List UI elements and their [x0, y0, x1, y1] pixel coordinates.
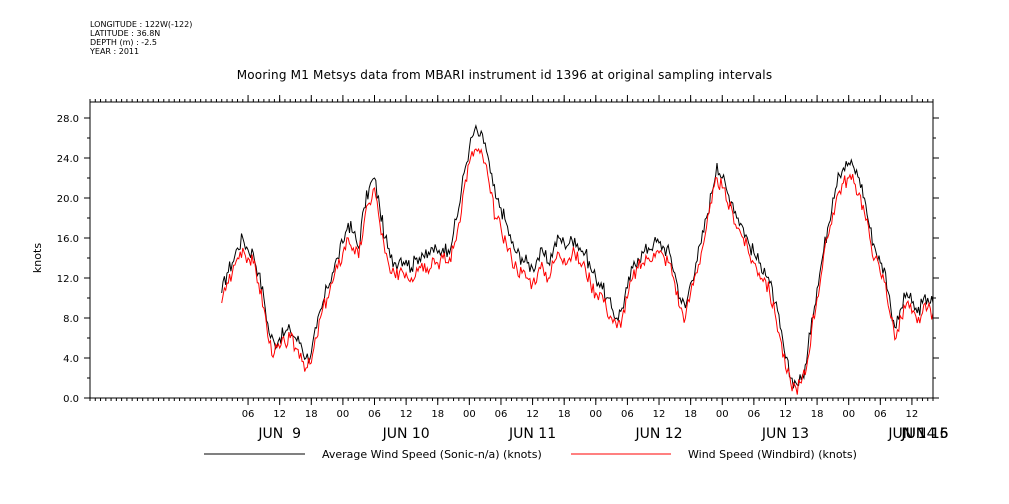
legend: Average Wind Speed (Sonic-n/a) (knots) W…	[204, 448, 857, 461]
meta-longitude: LONGITUDE : 122W(-122)	[90, 20, 193, 29]
x-tick-label: 06	[621, 409, 634, 420]
x-tick-label: 12	[779, 409, 792, 420]
x-tick-label: 00	[842, 409, 855, 420]
x-day-label: JUN 10	[382, 426, 430, 442]
x-tick-label: 06	[495, 409, 508, 420]
x-tick-label: 06	[368, 409, 381, 420]
meta-latitude: LATITUDE : 36.8N	[90, 29, 161, 38]
chart-title: Mooring M1 Metsys data from MBARI instru…	[236, 68, 773, 82]
meta-year: YEAR : 2011	[90, 47, 140, 56]
x-day-label: JUN 14	[887, 426, 935, 442]
legend-label-windbird: Wind Speed (Windbird) (knots)	[688, 448, 857, 461]
y-tick-label: 20.0	[57, 194, 79, 205]
x-tick-label: 12	[400, 409, 413, 420]
x-day-label: JUN 15	[900, 426, 948, 442]
x-tick-label: 00	[463, 409, 476, 420]
y-tick-label: 24.0	[57, 154, 79, 165]
series-layer	[221, 124, 934, 395]
x-day-label: JUN 12	[634, 426, 682, 442]
x-tick-label: 18	[811, 409, 824, 420]
x-day-label: JUN 16	[900, 426, 948, 442]
legend-label-average-wind: Average Wind Speed (Sonic-n/a) (knots)	[322, 448, 542, 461]
series-line-windbird-wind-speed	[221, 147, 934, 395]
x-tick-label: 06	[747, 409, 760, 420]
tick-layer: 0.0 4.0 8.0 12.0 16.0 20.0 24.0 28.0 06 12 18 00 06 1…	[57, 95, 949, 442]
y-tick-label: 0.0	[63, 394, 79, 405]
x-tick-label: 00	[337, 409, 350, 420]
x-tick-label: 18	[558, 409, 571, 420]
meta-depth: DEPTH (m) : -2.5	[90, 38, 157, 47]
x-day-label: JUN 9	[257, 426, 301, 442]
x-day-label: JUN 11	[508, 426, 556, 442]
x-tick-label: 18	[684, 409, 697, 420]
x-tick-label: 12	[273, 409, 286, 420]
x-day-label: JUN 13	[761, 426, 809, 442]
x-tick-label: 00	[716, 409, 729, 420]
plot-frame	[89, 101, 934, 399]
x-tick-label: 12	[906, 409, 919, 420]
series-line-average-wind-speed	[221, 124, 934, 389]
y-tick-label: 8.0	[63, 314, 79, 325]
y-tick-label: 16.0	[57, 234, 79, 245]
x-tick-label: 18	[305, 409, 318, 420]
y-axis-label: knots	[31, 243, 44, 273]
y-tick-label: 28.0	[57, 114, 79, 125]
x-tick-label: 12	[526, 409, 539, 420]
x-tick-label: 06	[242, 409, 255, 420]
x-tick-label: 06	[874, 409, 887, 420]
x-tick-label: 18	[431, 409, 444, 420]
x-tick-label: 12	[653, 409, 666, 420]
y-tick-label: 12.0	[57, 274, 79, 285]
y-tick-label: 4.0	[63, 354, 79, 365]
x-tick-label: 00	[589, 409, 602, 420]
metadata-block: LONGITUDE : 122W(-122) LATITUDE : 36.8N …	[90, 20, 192, 56]
